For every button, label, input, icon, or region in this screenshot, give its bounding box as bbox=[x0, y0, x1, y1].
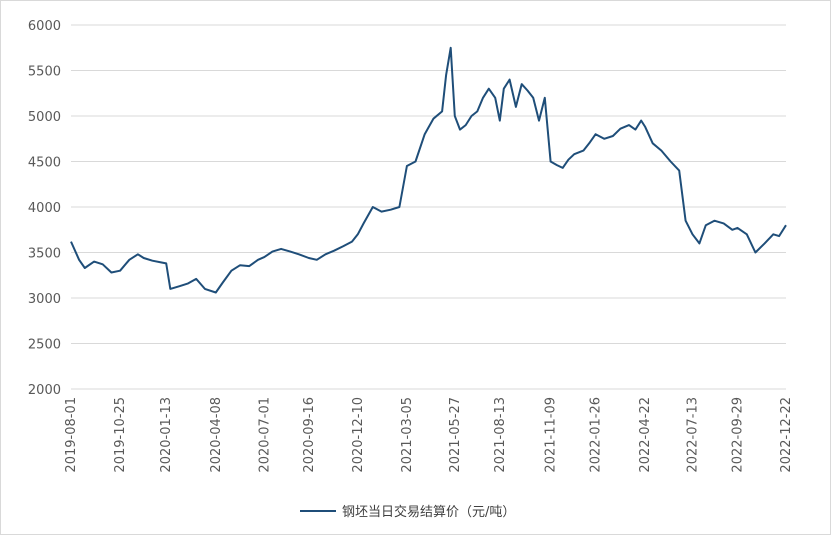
x-tick-label: 2021-08-13 bbox=[493, 397, 508, 473]
x-tick-label: 2020-04-08 bbox=[209, 397, 224, 473]
y-tick-label: 2000 bbox=[28, 383, 61, 398]
x-tick-label: 2020-07-01 bbox=[257, 397, 272, 473]
x-tick-label: 2022-04-22 bbox=[638, 397, 653, 473]
x-tick-label: 2019-08-01 bbox=[64, 397, 79, 473]
x-tick-label: 2021-05-27 bbox=[448, 397, 463, 473]
y-tick-label: 5000 bbox=[28, 110, 61, 125]
y-tick-label: 4500 bbox=[28, 156, 61, 171]
series-layer bbox=[70, 46, 787, 294]
x-tick-label: 2020-09-16 bbox=[302, 397, 317, 473]
y-tick-label: 3500 bbox=[28, 247, 61, 262]
x-tick-label: 2020-01-13 bbox=[159, 397, 174, 473]
y-axis-tick-labels: 2000 2500 3000 3500 4000 4500 5000 5500 6000 bbox=[28, 19, 61, 398]
legend-label: 钢坯当日交易结算价（元/吨） bbox=[342, 504, 515, 520]
x-tick-label: 2021-11-09 bbox=[544, 397, 559, 473]
legend: 钢坯当日交易结算价（元/吨） bbox=[300, 504, 515, 520]
x-axis-tick-labels: 2019-08-01 2019-10-25 2020-01-13 2020-04-08… bbox=[64, 397, 794, 473]
x-tick-label: 2022-01-26 bbox=[589, 397, 604, 473]
gridlines bbox=[71, 24, 786, 390]
y-tick-label: 6000 bbox=[28, 19, 61, 34]
x-tick-label: 2022-12-22 bbox=[779, 397, 794, 473]
x-tick-label: 2022-07-13 bbox=[686, 397, 701, 473]
y-tick-label: 3000 bbox=[28, 292, 61, 307]
series-line bbox=[70, 46, 787, 294]
x-tick-label: 2020-12-10 bbox=[351, 397, 366, 473]
x-tick-label: 2022-09-29 bbox=[731, 397, 746, 473]
y-tick-label: 4000 bbox=[28, 201, 61, 216]
x-tick-label: 2021-03-05 bbox=[400, 397, 415, 473]
y-tick-label: 2500 bbox=[28, 338, 61, 353]
x-tick-label: 2019-10-25 bbox=[113, 397, 128, 473]
y-tick-label: 5500 bbox=[28, 65, 61, 80]
